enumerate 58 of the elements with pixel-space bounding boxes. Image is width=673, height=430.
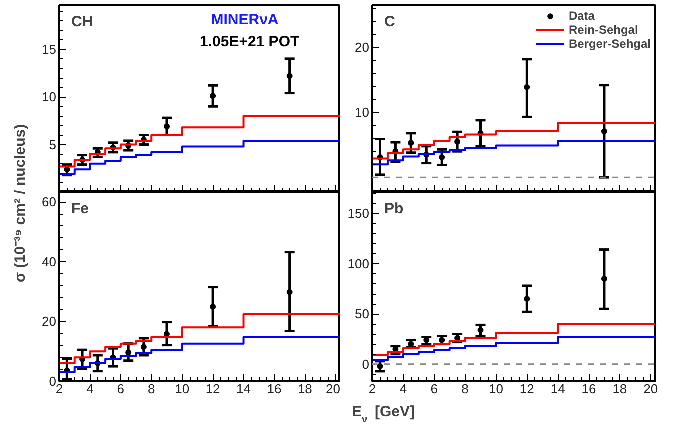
text: Pb bbox=[384, 200, 404, 218]
x-tick-label: 10 bbox=[488, 382, 504, 396]
point bbox=[140, 344, 147, 350]
point bbox=[524, 296, 530, 302]
x-tick-label: 14 bbox=[236, 382, 251, 396]
point bbox=[286, 73, 293, 80]
point bbox=[408, 140, 414, 146]
point bbox=[524, 84, 530, 90]
y-tick-label: 50 bbox=[355, 306, 370, 322]
x-tick-label: 4 bbox=[400, 382, 408, 396]
point bbox=[126, 350, 132, 356]
point bbox=[439, 154, 446, 160]
point bbox=[478, 327, 484, 334]
legend-label: Rein-Sehgal bbox=[568, 23, 638, 37]
annotation: MINERνA bbox=[211, 12, 279, 28]
x-tick-label: 12 bbox=[520, 382, 534, 396]
point bbox=[601, 128, 608, 134]
x-tick-label: 18 bbox=[298, 382, 312, 396]
text: C bbox=[384, 14, 396, 30]
x-tick-label: 16 bbox=[582, 382, 596, 396]
legend-label: Berger-Sehgal bbox=[568, 37, 651, 51]
y-tick-label: 0 bbox=[49, 374, 57, 389]
x-tick-label: 20 bbox=[644, 382, 658, 396]
x-tick-label: 2 bbox=[368, 382, 376, 396]
text: CH bbox=[72, 14, 94, 30]
x-tick-label: 14 bbox=[550, 382, 566, 396]
y-tick-label: 10 bbox=[42, 90, 57, 105]
x-tick-label: 20 bbox=[326, 382, 341, 396]
x-tick-label: 16 bbox=[267, 382, 282, 396]
x-tick-label: 8 bbox=[462, 382, 469, 396]
point bbox=[210, 304, 216, 310]
y-tick-label: 10 bbox=[355, 105, 370, 120]
y-tick-label: 15 bbox=[42, 42, 57, 57]
y-tick-label: 5 bbox=[49, 137, 57, 152]
annotation: 1.05E+21 POT bbox=[200, 34, 300, 50]
x-tick-label: 8 bbox=[148, 382, 156, 396]
x-tick-label: 6 bbox=[117, 382, 125, 396]
x-tick-label: 2 bbox=[56, 382, 64, 396]
y-tick-label: 0 bbox=[362, 356, 370, 372]
y-axis-title: σ (10⁻³⁹ cm² / nucleus) bbox=[12, 124, 29, 283]
y-tick-label: 20 bbox=[42, 314, 57, 330]
x-tick-label: 4 bbox=[86, 382, 94, 396]
x-tick-label: 10 bbox=[175, 382, 190, 396]
point bbox=[454, 138, 461, 145]
point bbox=[210, 93, 216, 100]
point bbox=[164, 124, 170, 130]
y-tick-label: 20 bbox=[355, 40, 370, 56]
x-tick-label: 18 bbox=[612, 382, 628, 396]
point bbox=[286, 289, 293, 296]
y-tick-label: 100 bbox=[348, 256, 370, 272]
point bbox=[601, 276, 608, 282]
y-tick-label: 150 bbox=[348, 206, 370, 222]
text: Fe bbox=[72, 200, 90, 218]
legend-label: Data bbox=[568, 9, 595, 23]
x-tick-label: 6 bbox=[430, 382, 438, 396]
y-tick-label: 40 bbox=[42, 254, 57, 270]
y-tick-label: 60 bbox=[42, 194, 57, 210]
x-tick-label: 12 bbox=[206, 382, 220, 396]
